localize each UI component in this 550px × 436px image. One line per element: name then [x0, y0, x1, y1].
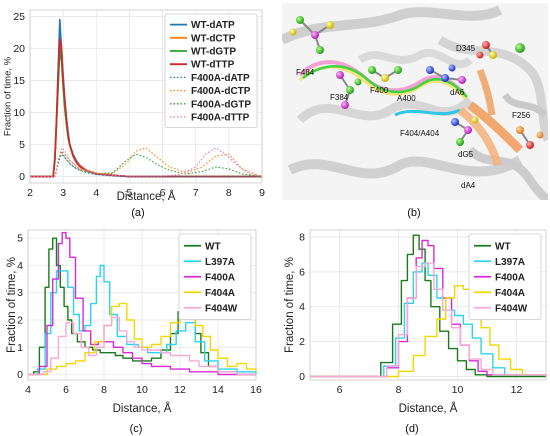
legend-label-wt-dttp: WT-dTTP — [191, 60, 235, 71]
x-tick-label: 2 — [27, 187, 33, 199]
legend-label-l397a: L397A — [205, 257, 235, 268]
legend-label-wt: WT — [495, 241, 511, 252]
y-tick-label: 5 — [19, 139, 25, 151]
y-tick-label: 0 — [19, 171, 25, 183]
legend — [178, 233, 252, 320]
series-line-f400a-dttp — [30, 147, 263, 178]
legend-label-f400a: F400A — [495, 272, 525, 283]
panel-b-label: (b) — [407, 207, 420, 219]
structure-label-f404-a404: F404/A404 — [400, 129, 440, 138]
series-line-l397a — [28, 264, 257, 376]
legend-label-l397a: L397A — [495, 257, 525, 268]
structure-label-f256: F256 — [512, 111, 531, 120]
x-tick-label: 4 — [25, 384, 31, 396]
x-axis-label: Distance, Å — [117, 190, 176, 203]
legend-label-f404a: F404A — [495, 288, 525, 299]
series-line-wt — [310, 234, 546, 378]
y-tick-label: 0 — [17, 369, 23, 381]
x-tick-label: 12 — [174, 384, 186, 396]
axis-frame — [309, 229, 547, 381]
y-tick-label: 4 — [299, 301, 305, 313]
x-tick-label: 9 — [259, 187, 265, 199]
series-line-l397a — [310, 262, 547, 378]
x-tick-label: 6 — [63, 384, 69, 396]
x-tick-label: 6 — [337, 384, 343, 396]
y-axis-label: Fraction of time, % — [3, 56, 14, 136]
x-axis-label: Distance, Å — [399, 402, 458, 415]
structure-label-a400: A400 — [397, 94, 416, 103]
panel-a-chart: 2 3 4 5 6 7 8 9 0 5 10 15 20 25 Distance, Å Fraction of… — [3, 9, 265, 203]
series-line-f404a — [310, 285, 547, 378]
x-tick-label: 7 — [193, 187, 199, 199]
x-tick-label: 10 — [452, 384, 464, 396]
series-line-f400a-dgtp — [30, 153, 263, 178]
y-tick-label: 2 — [17, 315, 23, 327]
y-tick-label: 0 — [299, 371, 305, 383]
y-tick-label: 5 — [17, 233, 23, 245]
structure-label-f484: F484 — [296, 68, 315, 77]
y-tick-label: 10 — [13, 107, 25, 119]
legend-label-wt: WT — [205, 241, 221, 252]
y-tick-label: 25 — [13, 11, 25, 23]
structure-label-da4: dA4 — [461, 181, 476, 190]
y-tick-label: 15 — [13, 75, 25, 87]
panel-d-chart: 6 8 10 12 0 2 4 6 8 Distance, Å Fraction of time, … — [284, 229, 547, 415]
x-tick-label: 4 — [93, 187, 99, 199]
legend — [468, 233, 542, 320]
x-tick-label: 8 — [101, 384, 107, 396]
series-line-f404w — [28, 316, 256, 376]
legend-label-f400a: F400A — [205, 272, 235, 283]
legend-label-f400a-dttp: F400A-dTTP — [191, 113, 250, 124]
y-tick-label: 3 — [17, 287, 23, 299]
structure-label-f400: F400 — [370, 86, 389, 95]
structure-label-f384: F384 — [330, 93, 349, 102]
legend-label-f400a-dgtp: F400A-dGTP — [191, 99, 251, 110]
series-line-f404a — [28, 302, 257, 376]
series-line-f404w — [310, 262, 547, 378]
structure-label-da6: dA6 — [450, 88, 465, 97]
x-tick-label: 6 — [160, 187, 166, 199]
legend-label-f404w: F404W — [205, 303, 238, 314]
legend-label-f404a: F404A — [205, 288, 235, 299]
x-tick-label: 12 — [511, 384, 523, 396]
y-tick-label: 20 — [13, 43, 25, 55]
axis-frame — [29, 9, 263, 184]
x-tick-label: 3 — [60, 187, 66, 199]
legend-label-wt-datp: WT-dATP — [191, 20, 235, 31]
legend-label-f400a-dctp: F400A-dCTP — [191, 86, 251, 97]
y-tick-label: 4 — [17, 260, 23, 272]
panel-c-label: (c) — [130, 423, 143, 435]
axis-frame — [27, 229, 257, 381]
x-tick-label: 8 — [396, 384, 402, 396]
panel-d-label: (d) — [405, 423, 418, 435]
x-tick-label: 14 — [212, 384, 224, 396]
x-tick-label: 8 — [226, 187, 232, 199]
legend-label-wt-dgtp: WT-dGTP — [191, 47, 236, 58]
panel-a-label: (a) — [131, 207, 144, 219]
panel-b-structure: F484 D345 F384 F400 A400 dA6 F256 F404/A… — [282, 3, 548, 200]
y-axis-label: Fraction of time, % — [284, 257, 296, 353]
y-tick-label: 8 — [299, 231, 305, 243]
y-tick-label: 1 — [17, 342, 23, 354]
y-axis-label: Fraction of time, % — [6, 257, 18, 353]
y-tick-label: 6 — [299, 266, 305, 278]
legend-label-wt-dctp: WT-dCTP — [191, 33, 236, 44]
x-tick-label: 10 — [136, 384, 148, 396]
structure-label-d345: D345 — [456, 44, 476, 53]
structure-label-dg5: dG5 — [458, 150, 474, 159]
x-tick-label: 16 — [250, 384, 262, 396]
legend-label-f404w: F404W — [495, 303, 528, 314]
y-tick-label: 2 — [299, 336, 305, 348]
legend — [164, 13, 258, 128]
x-axis-label: Distance, Å — [113, 402, 172, 415]
legend-label-f400a-datp: F400A-dATP — [191, 73, 250, 84]
x-tick-label: 5 — [127, 187, 133, 199]
